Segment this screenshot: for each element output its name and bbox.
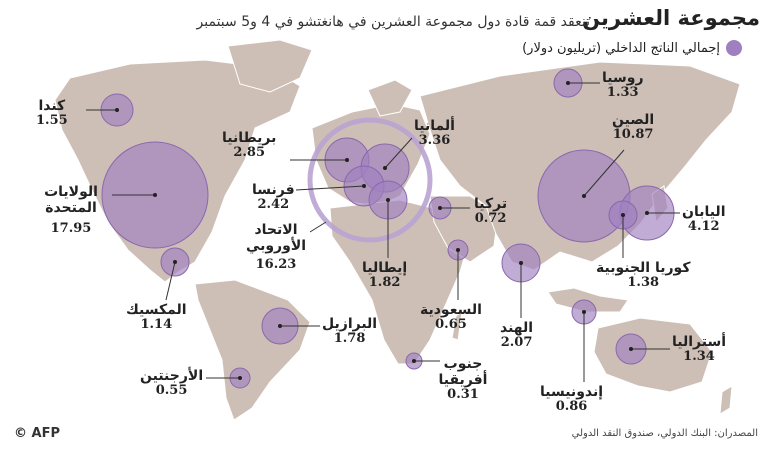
leader-germany [384,137,413,169]
label-australia: أستراليا 1.34 [672,334,727,365]
land-madagascar [451,310,463,341]
label-japan: اليابان 4.12 [682,204,726,235]
land-scandinavia [367,79,413,117]
leader-france [295,185,365,191]
legend: إجمالي الناتج الداخلي (تريليون دولار) [522,40,742,56]
leader-mexico [165,261,176,301]
label-south-africa: جنوب أفريقيا 0.31 [438,356,488,403]
leader-eu [309,221,327,233]
land-indonesia [547,287,629,313]
land-greenland [227,39,313,93]
land-new-zealand [719,385,733,415]
label-turkey: تركيا 0.72 [474,196,508,227]
label-russia: روسيا 1.33 [602,70,644,101]
page-subtitle: تنعقد قمة قادة دول مجموعة العشرين في هان… [196,14,590,30]
page-title: مجموعة العشرين [582,6,760,30]
leader-china [583,149,625,197]
legend-label: إجمالي الناتج الداخلي (تريليون دولار) [522,40,720,56]
label-saudi: السعودية 0.65 [420,302,482,333]
sources-note: المصدران: البنك الدولي، صندوق النقد الدو… [571,428,758,439]
label-indonesia: إندونيسيا 0.86 [540,384,604,415]
label-usa: الولايات المتحدة 17.95 [44,184,98,237]
label-canada: كندا 1.55 [36,98,68,129]
label-eu: الاتحاد الأوروبي 16.23 [245,222,307,273]
label-india: الهند 2.07 [500,320,534,351]
label-china: الصين 10.87 [612,112,655,143]
label-france: فرنسا 2.42 [252,182,295,213]
eu-ring [307,117,433,243]
label-uk: بريطانيا 2.85 [222,130,277,161]
label-korea: كوريا الجنوبية 1.38 [596,260,691,291]
label-italy: إيطاليا 1.82 [362,260,408,291]
label-germany: ألمانيا 3.36 [414,118,455,149]
land-south-america [194,279,311,421]
label-argentina: الأرجنتين 0.55 [140,368,204,399]
label-brazil: البرازيل 1.78 [322,316,378,347]
afp-credit: © AFP [14,426,60,441]
label-mexico: المكسيك 1.14 [126,302,187,333]
legend-bubble-icon [726,40,742,56]
